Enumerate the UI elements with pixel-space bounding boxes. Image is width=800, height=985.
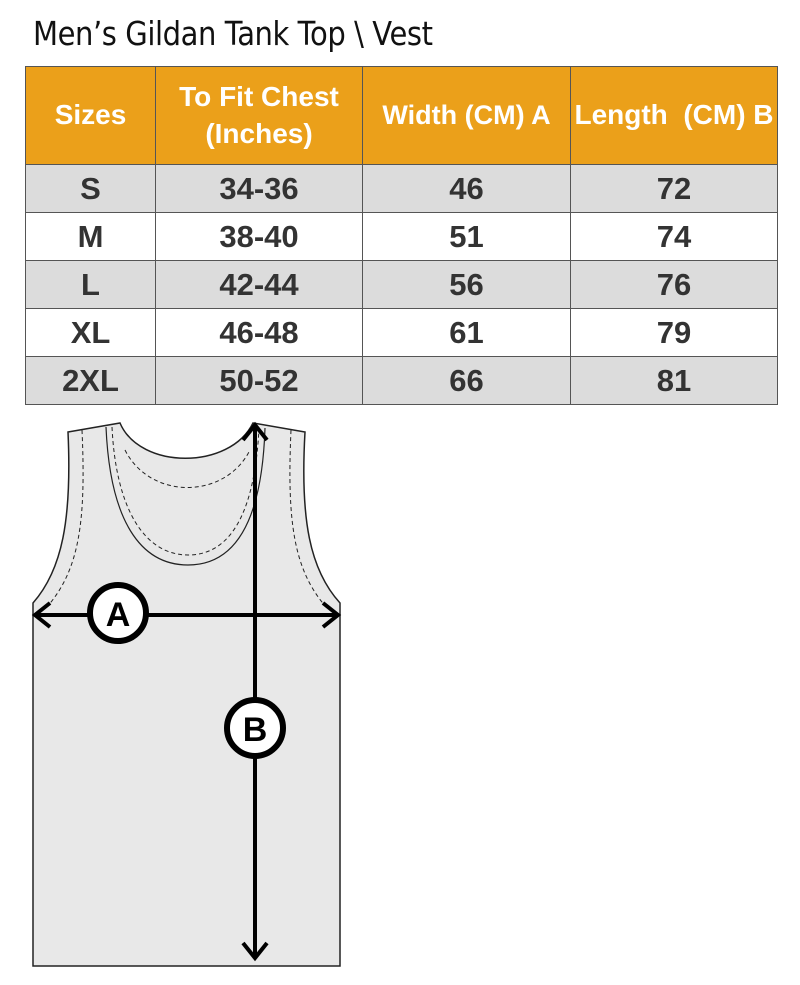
page-title: Men’s Gildan Tank Top \ Vest: [33, 14, 433, 53]
size-cell: 2XL: [25, 356, 156, 405]
width-arrowhead-right: [321, 601, 342, 629]
size-cell: L: [25, 260, 156, 309]
left-armhole-trim: [45, 429, 84, 609]
tank-outline: [32, 422, 341, 967]
label-b-circle: [224, 697, 286, 759]
right-armhole-trim: [289, 429, 328, 609]
length-cell: 79: [570, 308, 778, 357]
tank-top-diagram: A B: [31, 421, 342, 967]
length-cell: 81: [570, 356, 778, 405]
chest-cell: 34-36: [155, 164, 363, 213]
header-chest: To Fit Chest (Inches): [155, 66, 363, 165]
table-row: S 34-36 46 72: [25, 164, 778, 213]
width-cell: 66: [362, 356, 571, 405]
label-a-circle: [87, 582, 149, 644]
length-cell: 76: [570, 260, 778, 309]
width-arrowhead-left: [31, 601, 52, 629]
header-length: Length (CM) B: [570, 66, 778, 165]
header-width: Width (CM) A: [362, 66, 571, 165]
label-b: B: [243, 711, 268, 749]
chest-cell: 46-48: [155, 308, 363, 357]
header-row: Sizes To Fit Chest (Inches) Width (CM) A…: [25, 66, 778, 165]
neckline-stitch: [111, 426, 260, 556]
length-cell: 72: [570, 164, 778, 213]
header-sizes: Sizes: [25, 66, 156, 165]
chest-cell: 50-52: [155, 356, 363, 405]
size-cell: M: [25, 212, 156, 261]
size-cell: XL: [25, 308, 156, 357]
label-a: A: [106, 596, 131, 634]
table-row: XL 46-48 61 79: [25, 308, 778, 357]
chest-cell: 42-44: [155, 260, 363, 309]
neckline-front: [124, 449, 251, 488]
table-row: M 38-40 51 74: [25, 212, 778, 261]
width-cell: 61: [362, 308, 571, 357]
table-row: 2XL 50-52 66 81: [25, 356, 778, 405]
size-table: Sizes To Fit Chest (Inches) Width (CM) A…: [25, 66, 778, 405]
size-cell: S: [25, 164, 156, 213]
width-cell: 56: [362, 260, 571, 309]
length-cell: 74: [570, 212, 778, 261]
width-cell: 51: [362, 212, 571, 261]
length-arrowhead-top: [241, 421, 269, 442]
length-arrowhead-bottom: [241, 941, 269, 962]
table-row: L 42-44 56 76: [25, 260, 778, 309]
chest-cell: 38-40: [155, 212, 363, 261]
width-cell: 46: [362, 164, 571, 213]
